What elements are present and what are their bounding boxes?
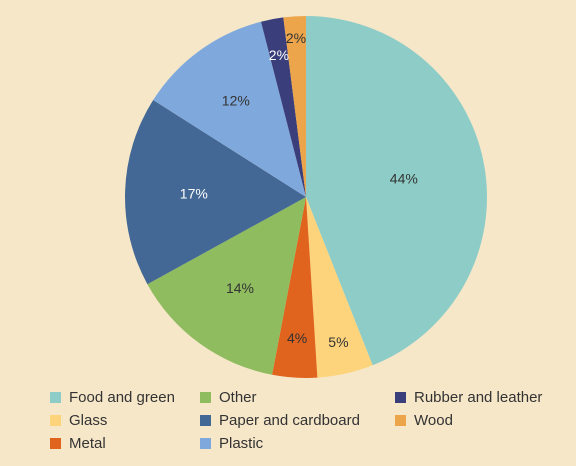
pie-slice-food-and-green xyxy=(306,16,488,366)
pie-slice-glass xyxy=(306,197,373,378)
legend-item: Metal xyxy=(50,435,106,452)
legend-label: Plastic xyxy=(219,435,264,452)
legend-swatch xyxy=(395,392,406,403)
legend-swatch xyxy=(50,438,61,449)
pie-slice-label: 2% xyxy=(269,47,289,63)
legend-item: Food and green xyxy=(50,389,175,406)
pie-slice-label: 14% xyxy=(226,280,254,296)
legend-swatch xyxy=(50,415,61,426)
pie-slice-other xyxy=(147,197,306,375)
legend-item: Rubber and leather xyxy=(395,389,542,406)
pie-slice-metal xyxy=(272,197,318,378)
pie-slice-paper-and-cardboard xyxy=(125,100,307,285)
pie-slice-plastic xyxy=(153,21,306,197)
pie-slice-label: 12% xyxy=(222,92,250,108)
legend-item: Other xyxy=(200,389,257,406)
legend-swatch xyxy=(200,438,211,449)
legend-label: Glass xyxy=(69,412,108,429)
legend-swatch xyxy=(200,392,211,403)
legend-swatch xyxy=(395,415,406,426)
legend-item: Glass xyxy=(50,412,107,429)
legend-item: Plastic xyxy=(200,435,263,452)
legend-label: Wood xyxy=(414,412,453,429)
pie-slice-rubber-and-leather xyxy=(260,17,306,198)
legend-label: Food and green xyxy=(69,389,175,406)
legend-item: Paper and cardboard xyxy=(200,412,360,429)
legend-label: Paper and cardboard xyxy=(219,412,360,429)
pie-slice-label: 17% xyxy=(180,186,208,202)
legend-label: Other xyxy=(219,389,257,406)
legend-item: Wood xyxy=(395,412,453,429)
legend-label: Rubber and leather xyxy=(414,389,543,406)
legend-swatch xyxy=(50,392,61,403)
pie-chart: 44% 5% 4% 14% 17% 12% 2%2% xyxy=(125,16,488,378)
pie-slice-label: 4% xyxy=(287,330,307,346)
pie-slice-label: 44% xyxy=(390,170,418,186)
pie-slice-wood xyxy=(283,16,306,197)
legend-label: Metal xyxy=(69,435,106,452)
pie-slice-label: 5% xyxy=(328,334,348,350)
legend-swatch xyxy=(200,415,211,426)
pie-slice-label: 2% xyxy=(286,30,306,46)
